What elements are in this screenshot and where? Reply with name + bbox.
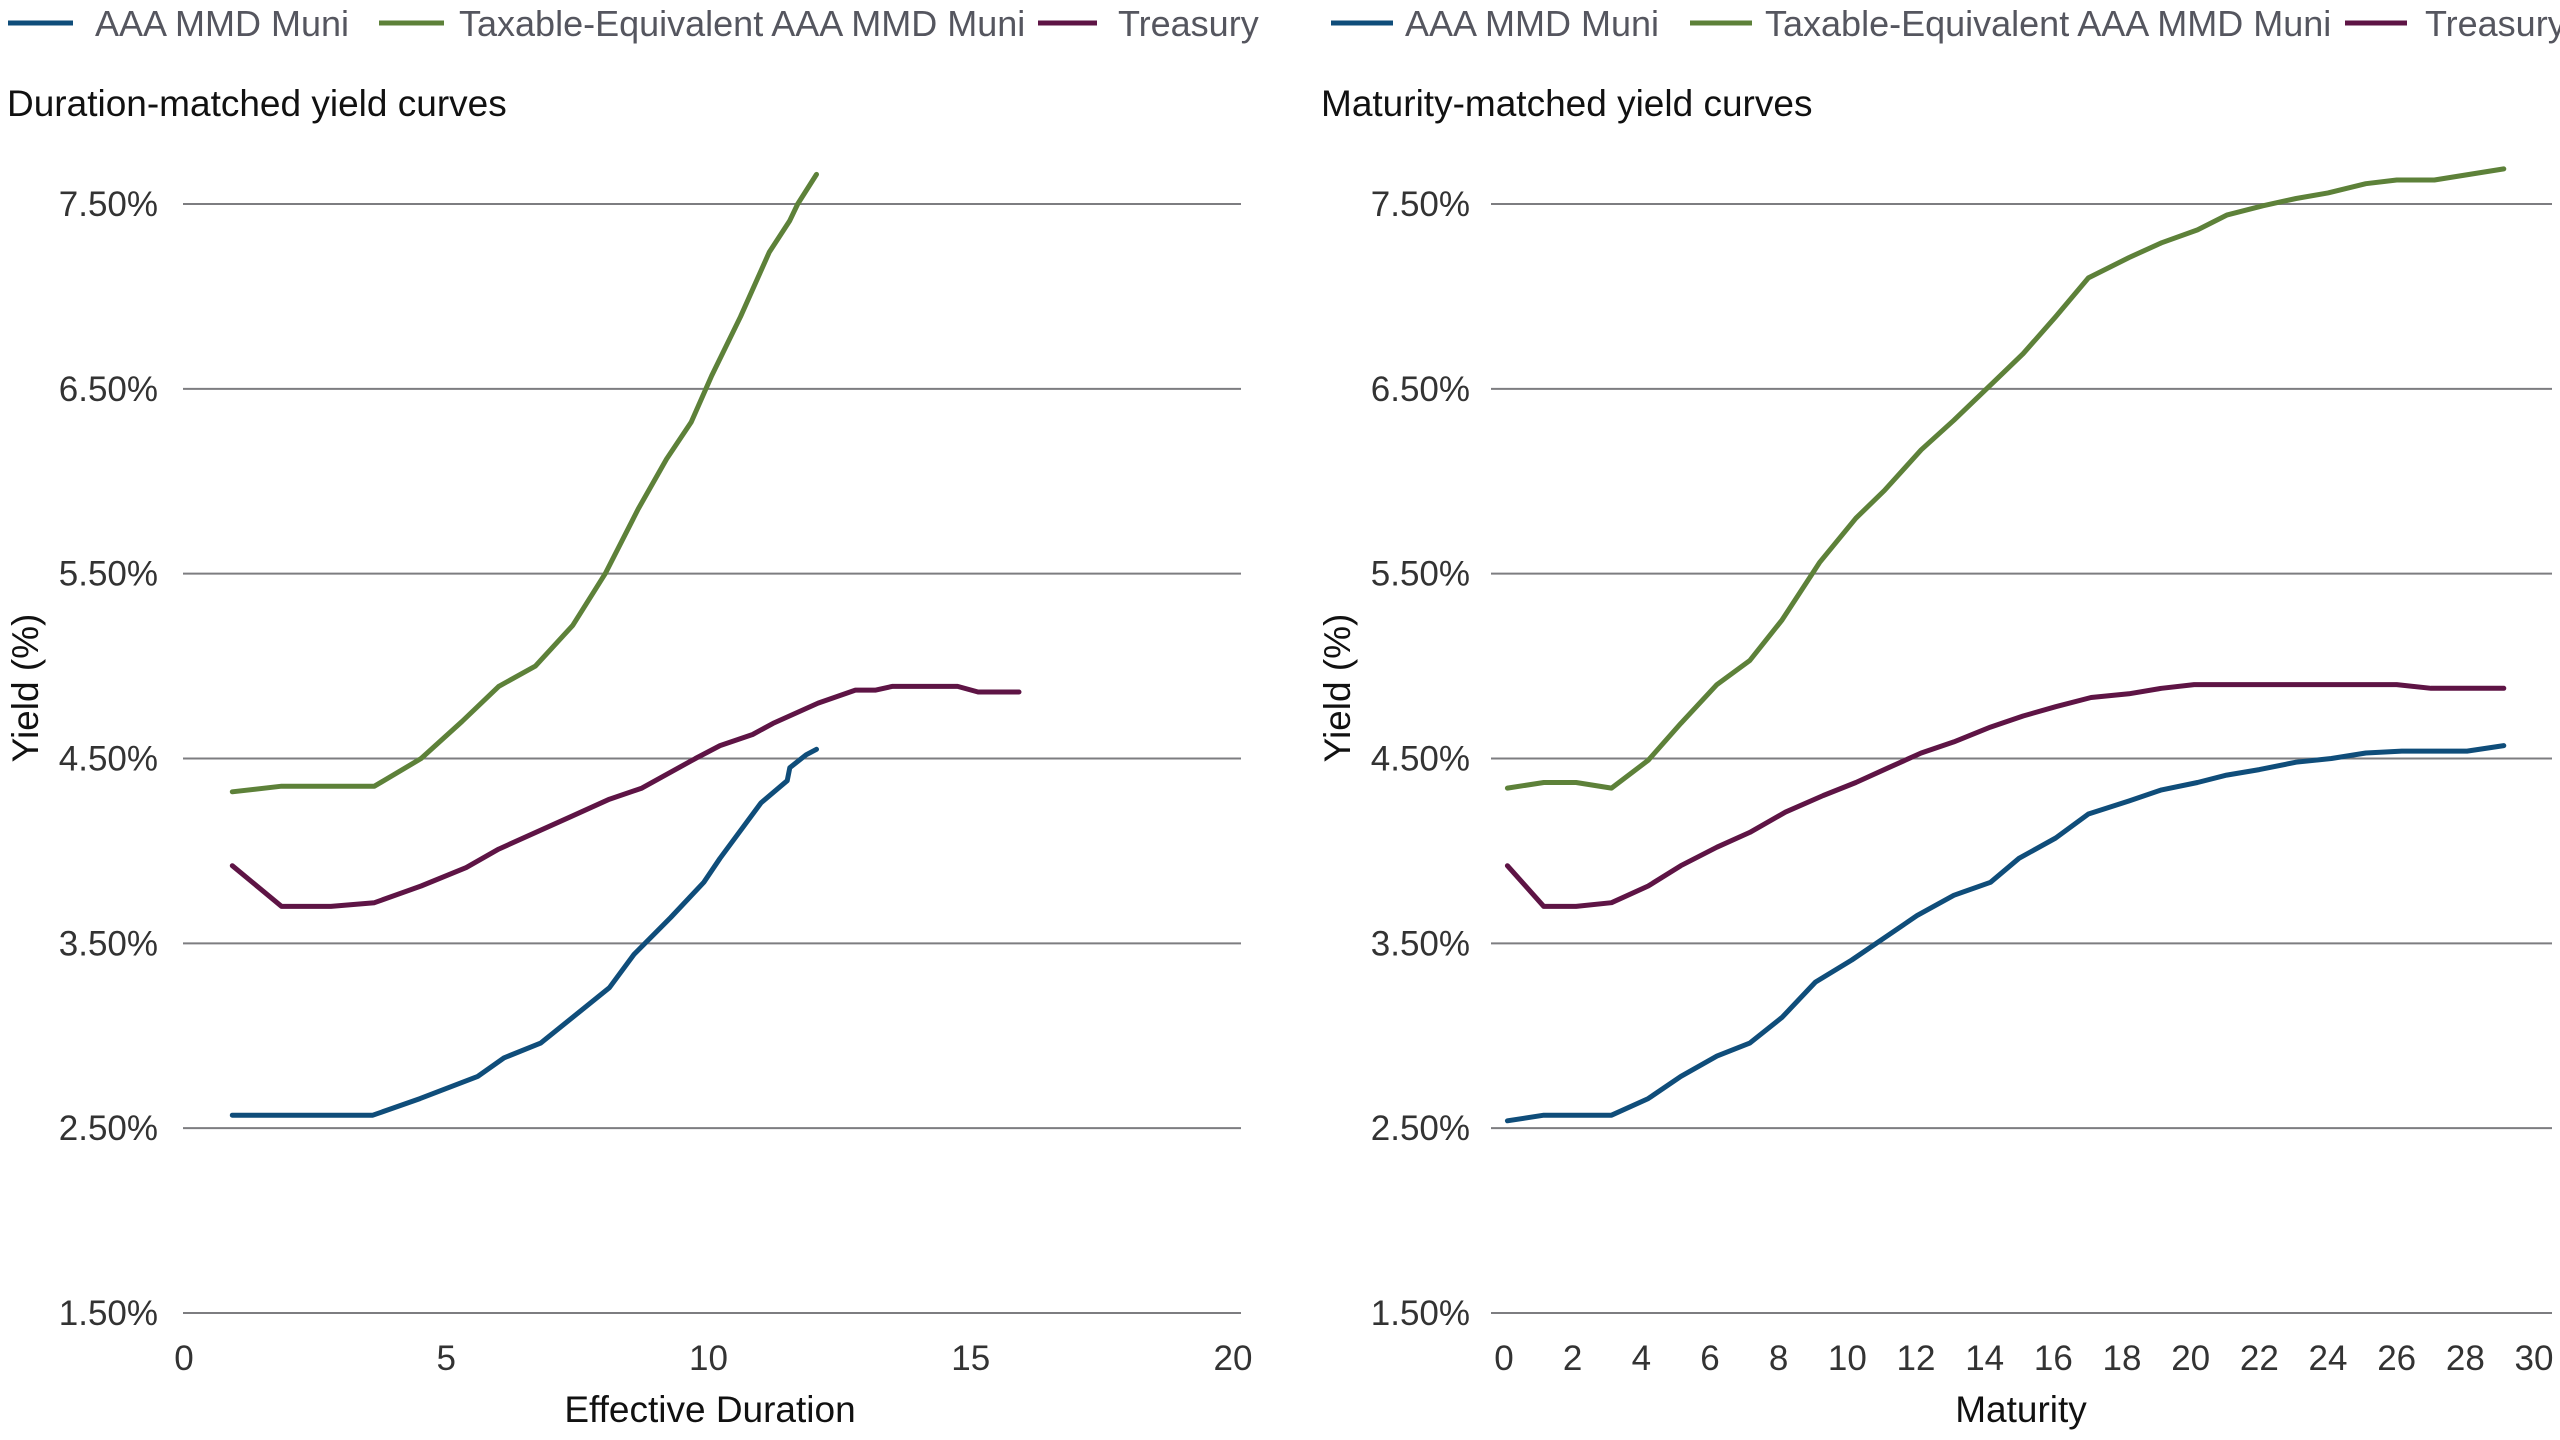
legend-label: Taxable-Equivalent AAA MMD Muni bbox=[1765, 3, 2331, 44]
x-tick-label: 10 bbox=[689, 1339, 728, 1378]
x-tick-label: 30 bbox=[2515, 1339, 2554, 1378]
y-tick-label: 7.50% bbox=[1371, 185, 1470, 224]
y-tick-label: 6.50% bbox=[1371, 370, 1470, 409]
legend-label: Treasury bbox=[2425, 3, 2560, 44]
x-tick-label: 8 bbox=[1769, 1339, 1788, 1378]
x-tick-label: 26 bbox=[2377, 1339, 2416, 1378]
y-axis-title: Yield (%) bbox=[1317, 614, 1358, 763]
x-tick-label: 4 bbox=[1632, 1339, 1651, 1378]
x-tick-label: 0 bbox=[1494, 1339, 1513, 1378]
x-tick-label: 16 bbox=[2034, 1339, 2073, 1378]
x-tick-label: 24 bbox=[2309, 1339, 2348, 1378]
chart-title: Duration-matched yield curves bbox=[7, 83, 507, 124]
series-line-aaa-mmd-muni bbox=[229, 746, 819, 1118]
x-axis-title: Maturity bbox=[1955, 1389, 2087, 1430]
x-tick-label: 20 bbox=[2171, 1339, 2210, 1378]
x-tick-label: 5 bbox=[437, 1339, 456, 1378]
duration-matched-chart: Duration-matched yield curves Effective … bbox=[5, 3, 1259, 1430]
y-tick-label: 1.50% bbox=[59, 1294, 158, 1333]
x-tick-label: 0 bbox=[174, 1339, 193, 1378]
x-tick-label: 10 bbox=[1828, 1339, 1867, 1378]
x-tick-label: 20 bbox=[1214, 1339, 1253, 1378]
x-tick-label: 28 bbox=[2446, 1339, 2485, 1378]
series-line-treasury bbox=[1504, 682, 2507, 909]
series-line-treasury bbox=[229, 683, 1022, 909]
legend-label: Taxable-Equivalent AAA MMD Muni bbox=[459, 3, 1025, 44]
y-tick-label: 5.50% bbox=[59, 555, 158, 594]
chart-title: Maturity-matched yield curves bbox=[1321, 83, 1812, 124]
legend-label: AAA MMD Muni bbox=[95, 3, 349, 44]
y-tick-label: 7.50% bbox=[59, 185, 158, 224]
x-axis-title: Effective Duration bbox=[564, 1389, 855, 1430]
series-line-aaa-mmd-muni bbox=[1504, 743, 2507, 1124]
y-tick-label: 1.50% bbox=[1371, 1294, 1470, 1333]
y-tick-label: 4.50% bbox=[1371, 740, 1470, 779]
y-tick-label: 6.50% bbox=[59, 370, 158, 409]
legend-label: Treasury bbox=[1118, 3, 1259, 44]
y-tick-label: 2.50% bbox=[59, 1109, 158, 1148]
x-tick-label: 22 bbox=[2240, 1339, 2279, 1378]
x-tick-label: 2 bbox=[1563, 1339, 1582, 1378]
x-tick-label: 18 bbox=[2103, 1339, 2142, 1378]
legend-label: AAA MMD Muni bbox=[1405, 3, 1659, 44]
y-tick-label: 3.50% bbox=[1371, 924, 1470, 963]
y-tick-label: 2.50% bbox=[1371, 1109, 1470, 1148]
series-line-taxable-equivalent-aaa-mmd-muni bbox=[229, 171, 819, 795]
x-tick-label: 6 bbox=[1700, 1339, 1719, 1378]
x-tick-label: 12 bbox=[1897, 1339, 1936, 1378]
y-tick-label: 3.50% bbox=[59, 924, 158, 963]
y-tick-label: 4.50% bbox=[59, 740, 158, 779]
series-line-taxable-equivalent-aaa-mmd-muni bbox=[1504, 166, 2507, 791]
maturity-matched-chart: Maturity-matched yield curves Maturity Y… bbox=[1317, 3, 2560, 1430]
y-axis-title: Yield (%) bbox=[5, 614, 46, 763]
y-tick-label: 5.50% bbox=[1371, 555, 1470, 594]
x-tick-label: 14 bbox=[1965, 1339, 2004, 1378]
x-tick-label: 15 bbox=[951, 1339, 990, 1378]
